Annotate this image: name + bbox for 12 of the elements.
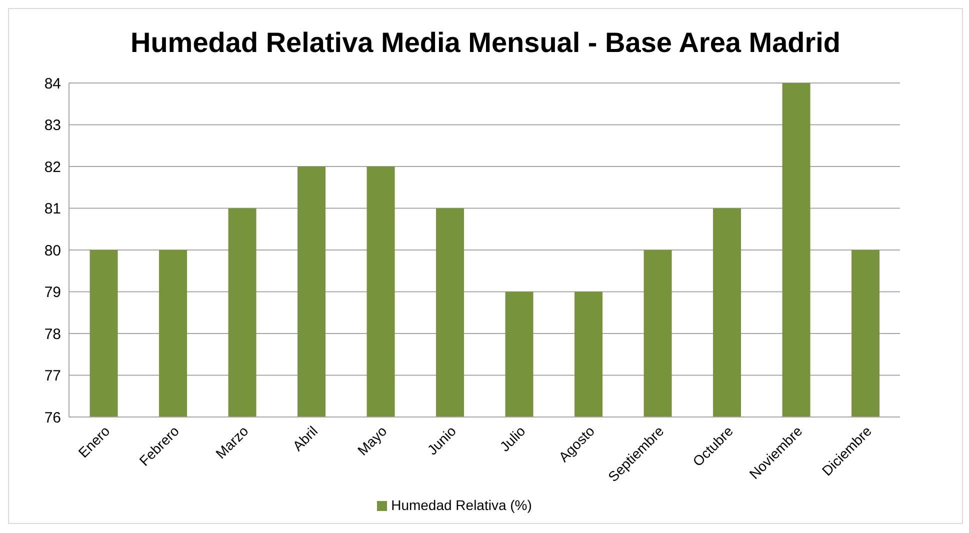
y-tick-label: 80 [44,242,61,260]
y-tick-label: 82 [44,158,61,176]
y-tick-label: 77 [44,368,61,385]
chart-title: Humedad Relativa Media Mensual - Base Area Madrid [129,27,842,59]
y-tick-label: 76 [44,409,61,426]
y-tick-label: 83 [44,117,61,134]
x-tick-label: Julio [496,422,528,455]
y-tick-label: 84 [44,75,61,92]
y-tick-label: 79 [44,284,61,302]
y-tick-label: 78 [44,326,61,343]
y-tick-label: 81 [44,200,61,218]
legend-label: Humedad Relativa (%) [391,497,532,513]
